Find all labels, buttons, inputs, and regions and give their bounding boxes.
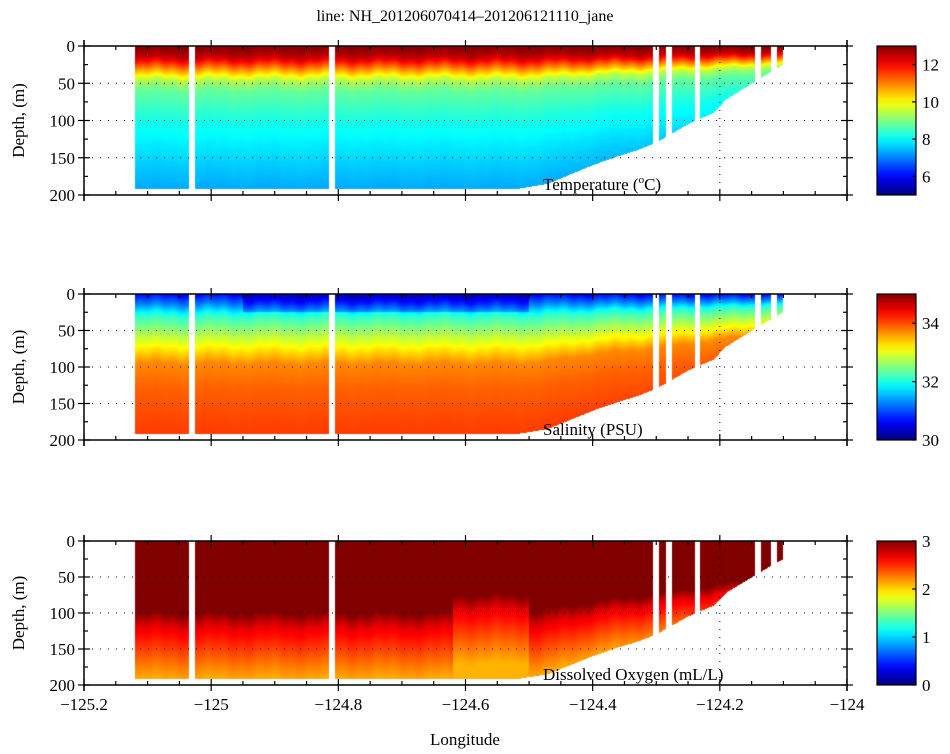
x-axis-label: Longitude bbox=[430, 730, 500, 749]
degree-symbol: o bbox=[639, 174, 645, 186]
y-tick-label: 200 bbox=[50, 431, 76, 450]
y-tick-label: 150 bbox=[50, 149, 76, 168]
y-tick-label: 50 bbox=[58, 568, 75, 587]
y-axis-label: Depth, (m) bbox=[9, 83, 28, 158]
colorbar bbox=[876, 45, 917, 196]
colorbar-tick-label: 10 bbox=[922, 93, 939, 112]
panel-label-suffix: C) bbox=[644, 175, 661, 194]
colorbar-tick-label: 30 bbox=[922, 431, 939, 450]
y-tick-label: 100 bbox=[50, 604, 76, 623]
panel-0: 0 50 100 150 200 Depth, (m) Temperature (oC) 6 8… bbox=[9, 37, 939, 205]
colorbar-tick-label: 8 bbox=[922, 130, 931, 149]
y-tick-label: 0 bbox=[67, 285, 76, 304]
panel-2: 0 50 100 150 200 Depth, (m) Dissolved Oxygen (… bbox=[9, 532, 931, 695]
y-tick-label: 200 bbox=[50, 676, 76, 695]
colorbar bbox=[876, 293, 917, 441]
panel-label: Salinity (PSU) bbox=[543, 420, 643, 439]
x-tick-label: −124.8 bbox=[314, 695, 362, 714]
x-tick-label: −125.2 bbox=[60, 695, 108, 714]
colorbar bbox=[876, 540, 917, 686]
y-tick-label: 0 bbox=[67, 37, 76, 56]
x-tick-label: −125 bbox=[194, 695, 229, 714]
y-tick-label: 0 bbox=[67, 532, 76, 551]
y-tick-label: 150 bbox=[50, 395, 76, 414]
panel-1: 0 50 100 150 200 Depth, (m) Salinity (PSU) 30 32… bbox=[9, 285, 940, 450]
colorbar-tick-label: 3 bbox=[922, 532, 931, 551]
colorbar-tick-label: 12 bbox=[922, 56, 939, 75]
y-tick-label: 100 bbox=[50, 112, 76, 131]
chart-title: line: NH_201206070414–201206121110_jane bbox=[316, 8, 613, 25]
x-tick-label: −124 bbox=[829, 695, 865, 714]
y-tick-label: 50 bbox=[58, 322, 75, 341]
y-axis-label: Depth, (m) bbox=[9, 330, 28, 405]
colorbar-tick-label: 34 bbox=[922, 314, 940, 333]
colorbar-tick-label: 32 bbox=[922, 373, 939, 392]
colorbar-tick-label: 2 bbox=[922, 580, 931, 599]
panel-label: Temperature (oC) bbox=[543, 174, 661, 194]
y-tick-label: 50 bbox=[58, 74, 75, 93]
y-tick-label: 200 bbox=[50, 186, 76, 205]
y-axis-label: Depth, (m) bbox=[9, 576, 28, 651]
y-tick-label: 100 bbox=[50, 358, 76, 377]
x-tick-label: −124.2 bbox=[696, 695, 744, 714]
y-tick-label: 150 bbox=[50, 640, 76, 659]
x-tick-label: −124.6 bbox=[442, 695, 490, 714]
panel-label: Dissolved Oxygen (mL/L) bbox=[543, 665, 723, 684]
x-tick-label: −124.4 bbox=[569, 695, 617, 714]
panel-label-prefix: Temperature ( bbox=[543, 175, 639, 194]
colorbar-tick-label: 1 bbox=[922, 628, 931, 647]
colorbar-tick-label: 0 bbox=[922, 676, 931, 695]
colorbar-tick-label: 6 bbox=[922, 167, 931, 186]
